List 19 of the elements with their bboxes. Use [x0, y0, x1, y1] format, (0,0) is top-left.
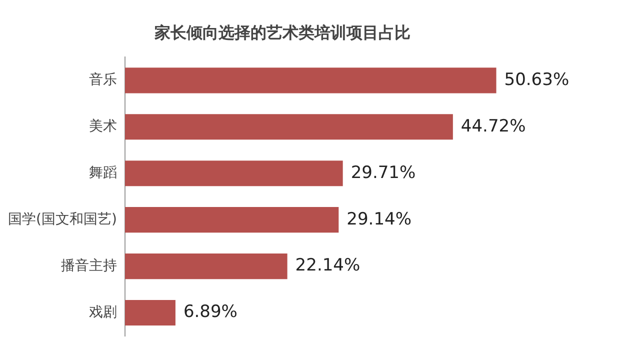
y-tick-label: 音乐 — [88, 72, 117, 88]
data-label: 22.14% — [295, 256, 360, 276]
data-label: 29.71% — [350, 162, 416, 183]
data-label: 29.14% — [346, 209, 412, 230]
bar — [124, 300, 176, 326]
bar — [124, 114, 453, 140]
data-label: 50.63% — [504, 70, 570, 90]
bar — [124, 207, 339, 233]
bar — [124, 68, 496, 94]
y-tick-label: 国学(国文和国艺) — [8, 211, 117, 228]
y-tick-label: 美术 — [88, 118, 117, 135]
y-tick-label: 戏剧 — [88, 304, 117, 320]
data-label: 44.72% — [460, 116, 526, 136]
bar — [124, 254, 288, 280]
y-tick-label: 舞蹈 — [88, 165, 117, 182]
data-label: 6.89% — [183, 302, 238, 322]
y-tick-label: 播音主持 — [60, 258, 117, 274]
chart-title: 家长倾向选择的艺术类培训项目占比 — [154, 22, 410, 42]
bar — [124, 160, 343, 186]
